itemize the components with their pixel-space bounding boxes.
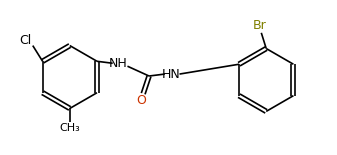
Text: Cl: Cl xyxy=(19,34,31,47)
Text: HN: HN xyxy=(161,68,180,81)
Text: O: O xyxy=(136,94,146,107)
Text: NH: NH xyxy=(109,57,128,70)
Text: Br: Br xyxy=(252,19,266,32)
Text: CH₃: CH₃ xyxy=(59,123,80,133)
